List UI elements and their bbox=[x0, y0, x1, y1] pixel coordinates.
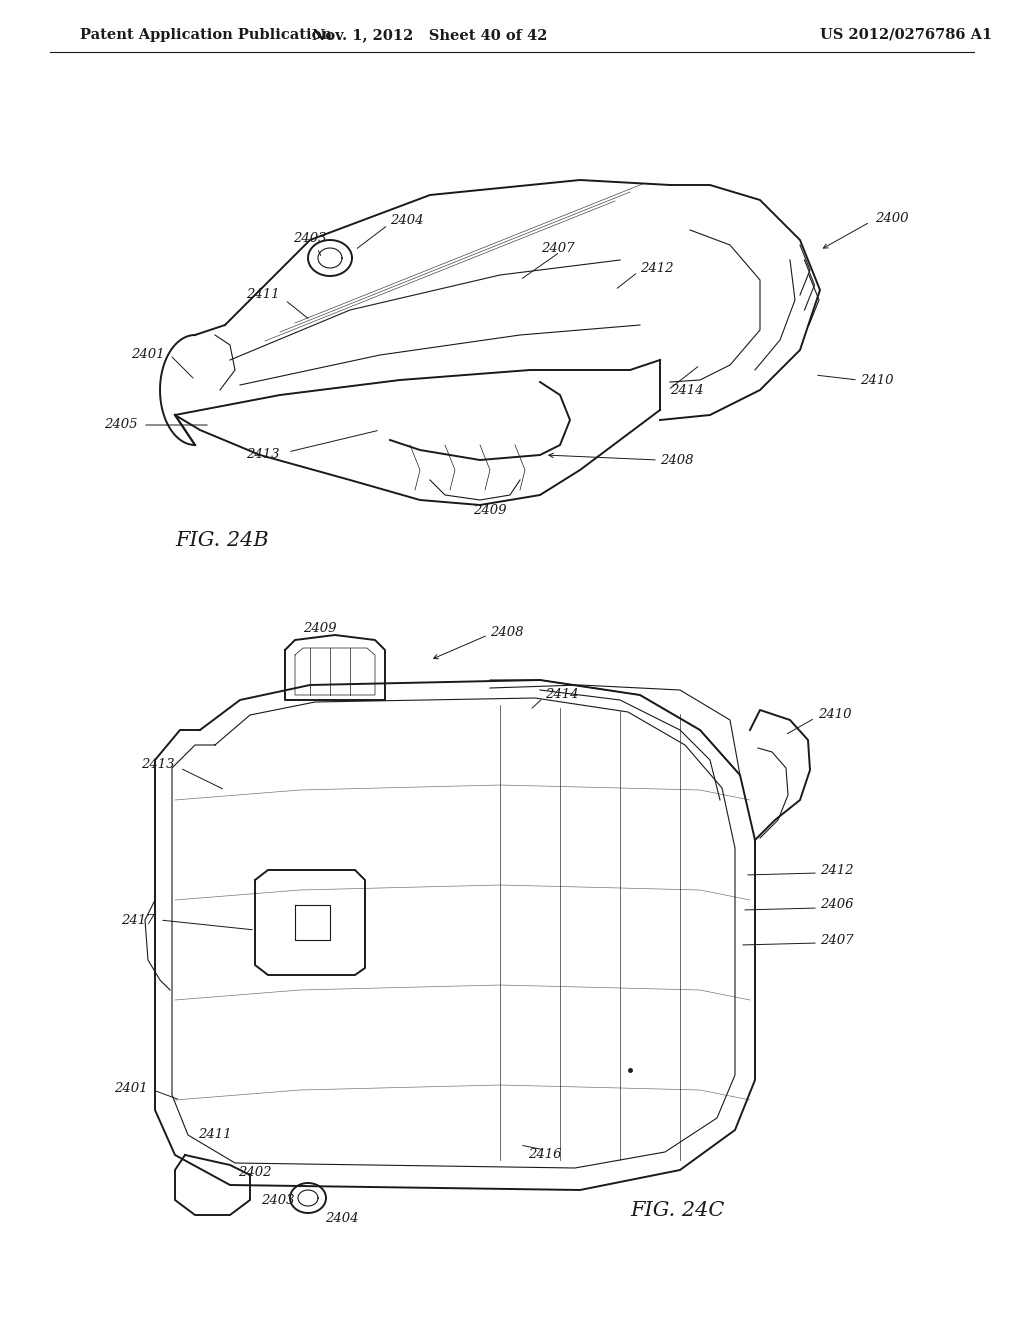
Text: 2409: 2409 bbox=[473, 503, 507, 516]
Text: 2414: 2414 bbox=[670, 384, 703, 396]
Text: Nov. 1, 2012   Sheet 40 of 42: Nov. 1, 2012 Sheet 40 of 42 bbox=[312, 28, 548, 42]
Text: FIG. 24C: FIG. 24C bbox=[630, 1200, 724, 1220]
Text: 2413: 2413 bbox=[141, 759, 175, 771]
Text: 2403: 2403 bbox=[293, 231, 327, 244]
Text: 2407: 2407 bbox=[542, 242, 575, 255]
Text: 2412: 2412 bbox=[640, 261, 674, 275]
Text: 2408: 2408 bbox=[490, 626, 523, 639]
Text: 2411: 2411 bbox=[199, 1129, 231, 1142]
Text: 2410: 2410 bbox=[860, 374, 894, 387]
Text: 2416: 2416 bbox=[528, 1148, 562, 1162]
Text: FIG. 24B: FIG. 24B bbox=[175, 531, 268, 549]
Text: Patent Application Publication: Patent Application Publication bbox=[80, 28, 332, 42]
Text: 2403: 2403 bbox=[261, 1193, 295, 1206]
Text: 2401: 2401 bbox=[131, 348, 165, 362]
Text: 2400: 2400 bbox=[874, 211, 908, 224]
Text: 2413: 2413 bbox=[247, 449, 280, 462]
Text: 2407: 2407 bbox=[820, 933, 853, 946]
Text: 2410: 2410 bbox=[818, 709, 852, 722]
Text: 2404: 2404 bbox=[390, 214, 424, 227]
Text: 2409: 2409 bbox=[303, 622, 337, 635]
Text: 2414: 2414 bbox=[545, 689, 579, 701]
Text: 2401: 2401 bbox=[115, 1081, 148, 1094]
Text: 2408: 2408 bbox=[660, 454, 693, 466]
Text: 2412: 2412 bbox=[820, 863, 853, 876]
Text: 2405: 2405 bbox=[104, 418, 138, 432]
Text: 2417: 2417 bbox=[122, 913, 155, 927]
Text: US 2012/0276786 A1: US 2012/0276786 A1 bbox=[820, 28, 992, 42]
Text: 2402: 2402 bbox=[239, 1166, 271, 1179]
Text: 2406: 2406 bbox=[820, 899, 853, 912]
Text: 2411: 2411 bbox=[247, 289, 280, 301]
Text: 2404: 2404 bbox=[326, 1212, 358, 1225]
